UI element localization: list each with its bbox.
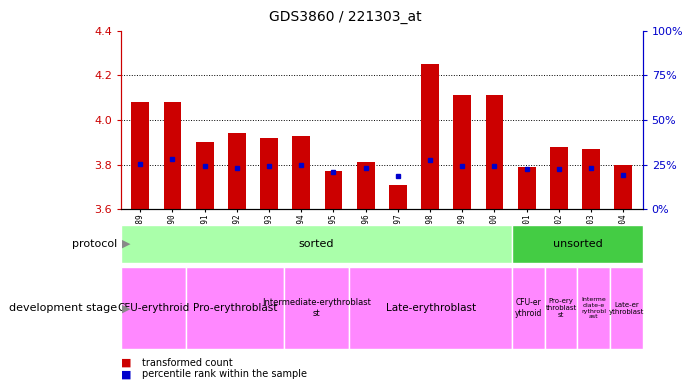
Bar [357, 162, 375, 209]
Bar [121, 225, 512, 263]
Bar [512, 225, 643, 263]
Text: ▶: ▶ [122, 239, 131, 249]
Bar [196, 142, 214, 209]
Text: Late-erythroblast: Late-erythroblast [386, 303, 475, 313]
Text: unsorted: unsorted [553, 239, 603, 249]
Text: development stage: development stage [10, 303, 117, 313]
Bar [389, 185, 407, 209]
Text: CFU-er
ythroid: CFU-er ythroid [515, 298, 542, 318]
Bar [186, 267, 284, 349]
Text: transformed count: transformed count [142, 358, 232, 368]
Text: protocol: protocol [73, 239, 117, 249]
Text: Interme
diate-e
rythrobl
ast: Interme diate-e rythrobl ast [581, 297, 606, 319]
Bar [121, 267, 186, 349]
Text: Late-er
ythroblast: Late-er ythroblast [609, 302, 644, 314]
Bar [545, 267, 578, 349]
Text: Intermediate-erythroblast
st: Intermediate-erythroblast st [262, 298, 371, 318]
Bar [486, 96, 503, 209]
Text: CFU-erythroid: CFU-erythroid [117, 303, 189, 313]
Bar [325, 171, 342, 209]
Bar [453, 96, 471, 209]
Text: sorted: sorted [299, 239, 334, 249]
Bar [261, 138, 278, 209]
Bar [583, 149, 600, 209]
Bar [164, 102, 181, 209]
Bar [550, 147, 568, 209]
Bar [512, 267, 545, 349]
Bar [228, 133, 246, 209]
Text: Pro-erythroblast: Pro-erythroblast [193, 303, 277, 313]
Text: ▶: ▶ [122, 303, 131, 313]
Bar [518, 167, 536, 209]
Bar [610, 267, 643, 349]
Text: percentile rank within the sample: percentile rank within the sample [142, 369, 307, 379]
Text: ■: ■ [121, 358, 131, 368]
Text: Pro-ery
throblast
st: Pro-ery throblast st [545, 298, 577, 318]
Bar [578, 267, 610, 349]
Text: GDS3860 / 221303_at: GDS3860 / 221303_at [269, 10, 422, 23]
Bar [284, 267, 349, 349]
Bar [349, 267, 512, 349]
Bar [614, 165, 632, 209]
Text: ■: ■ [121, 369, 131, 379]
Bar [422, 64, 439, 209]
Bar [292, 136, 310, 209]
Bar [131, 102, 149, 209]
